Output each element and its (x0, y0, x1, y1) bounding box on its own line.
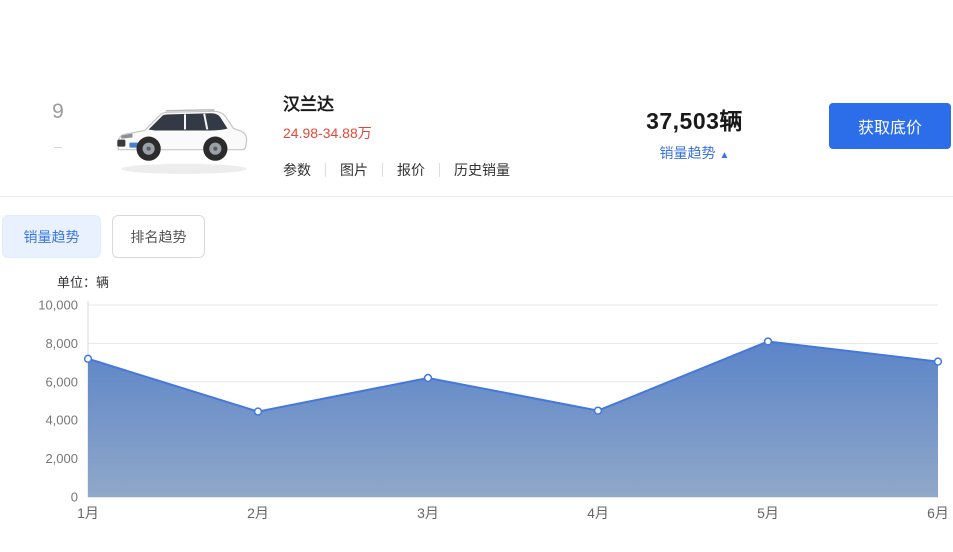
tab-ranking-trend[interactable]: 排名趋势 (112, 215, 205, 258)
tab-sales-trend[interactable]: 销量趋势 (2, 215, 101, 258)
car-info: 汉兰达 24.98-34.88万 参数 图片 报价 历史销量 (283, 90, 510, 180)
get-lowest-price-button[interactable]: 获取底价 (829, 103, 951, 149)
x-tick-label: 6月 (927, 505, 949, 521)
data-point (253, 407, 263, 416)
sales-trend-toggle-label: 销量趋势 (659, 145, 716, 161)
x-tick-label: 1月 (77, 505, 99, 521)
car-price-range: 24.98-34.88万 (283, 125, 372, 141)
chart-unit-label: 单位：辆 (57, 275, 110, 290)
x-tick-label: 4月 (587, 505, 609, 521)
x-tick-label: 2月 (247, 505, 269, 521)
car-quick-links: 参数 图片 报价 历史销量 (283, 160, 510, 180)
data-point (763, 337, 773, 346)
data-point (933, 357, 943, 366)
data-point (423, 373, 433, 383)
section-divider (0, 196, 953, 197)
car-thumbnail[interactable] (108, 84, 260, 180)
area-fill (88, 341, 938, 497)
sales-trend-toggle[interactable]: 销量趋势 ▲ (602, 143, 787, 163)
y-tick-label: 6,000 (45, 374, 78, 389)
rank-change-indicator: – (54, 138, 62, 154)
y-tick-label: 4,000 (45, 413, 78, 428)
link-separator (439, 163, 440, 177)
link-sales-history[interactable]: 历史销量 (454, 162, 510, 178)
link-specs[interactable]: 参数 (283, 162, 311, 178)
rank-number: 9 (52, 100, 64, 123)
suv-illustration (117, 109, 248, 174)
data-point (83, 354, 93, 363)
data-point (593, 406, 603, 415)
link-quotes[interactable]: 报价 (397, 162, 425, 178)
sales-trend-chart: 0 2,000 4,000 6,000 8,000 10,000 1月 2月 3月 4月 5月 6月 (38, 298, 949, 522)
trend-line (87, 340, 939, 413)
y-tick-label: 0 (71, 490, 78, 505)
x-tick-label: 5月 (757, 505, 779, 521)
y-tick-label: 8,000 (45, 336, 78, 351)
car-name[interactable]: 汉兰达 (283, 95, 334, 114)
link-photos[interactable]: 图片 (340, 162, 368, 178)
y-tick-label: 2,000 (45, 451, 78, 466)
collapse-arrow-icon: ▲ (719, 150, 730, 161)
sales-summary: 37,503辆 销量趋势 ▲ (602, 102, 787, 163)
x-tick-label: 3月 (417, 505, 439, 521)
link-separator (382, 163, 383, 177)
sales-count: 37,503辆 (646, 108, 743, 134)
y-tick-label: 10,000 (38, 298, 78, 313)
link-separator (325, 163, 326, 177)
